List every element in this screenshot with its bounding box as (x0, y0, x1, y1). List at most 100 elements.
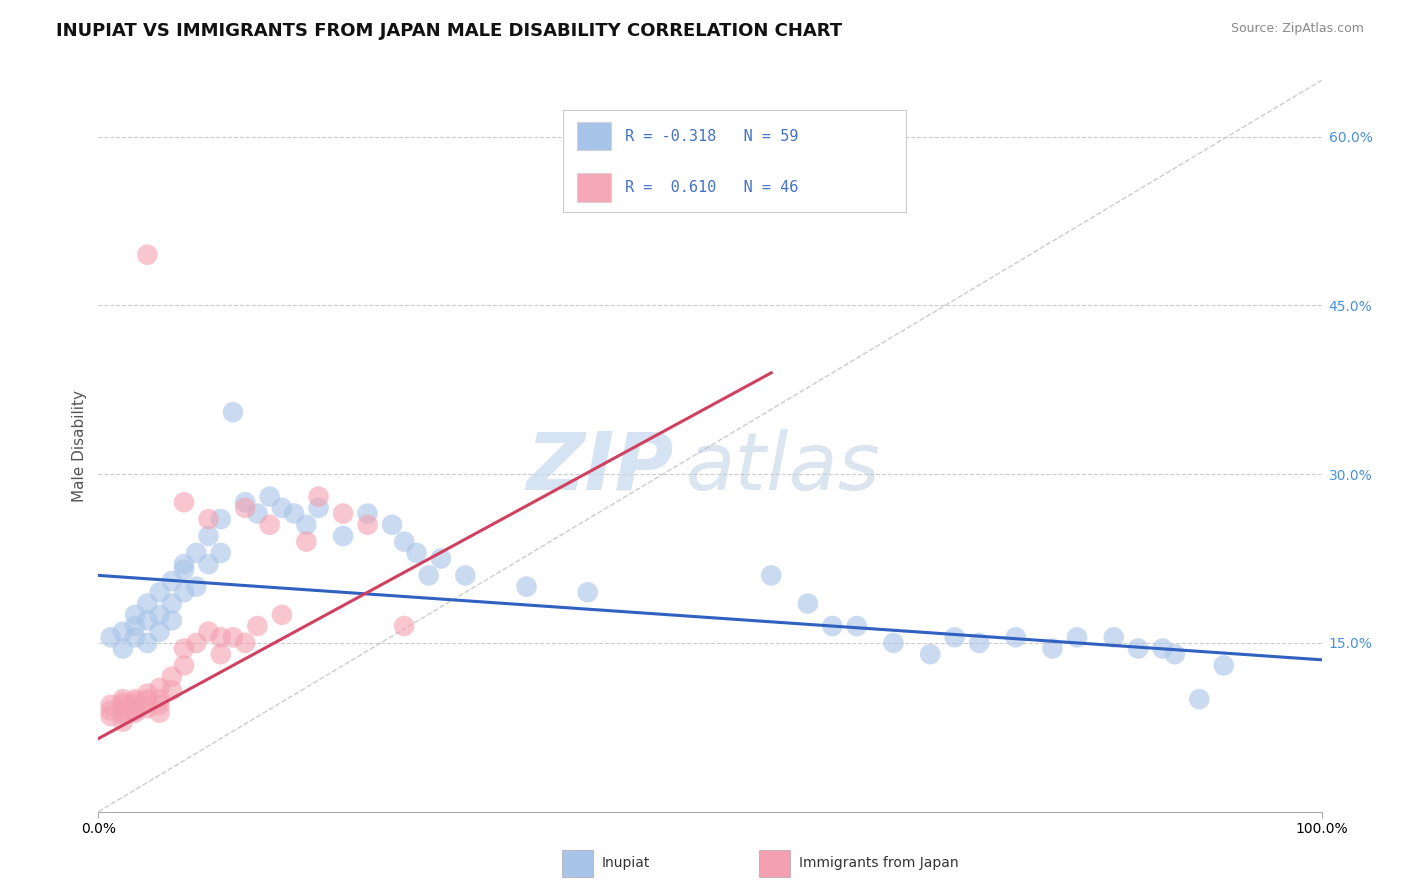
Bar (576, 122, 612, 151)
Bar (576, 173, 612, 202)
Point (186, 546, 208, 560)
Point (197, 529, 219, 543)
Point (149, 681, 172, 695)
Point (149, 706, 172, 720)
Point (270, 607, 294, 622)
Point (920, 647, 942, 661)
Point (332, 507, 354, 521)
Point (233, 636, 256, 650)
Text: INUPIAT VS IMMIGRANTS FROM JAPAN MALE DISABILITY CORRELATION CHART: INUPIAT VS IMMIGRANTS FROM JAPAN MALE DI… (56, 22, 842, 40)
Point (124, 619, 146, 633)
Point (515, 580, 537, 594)
Point (111, 701, 134, 715)
Point (233, 495, 256, 509)
Point (149, 698, 172, 712)
Point (270, 500, 294, 515)
Point (246, 619, 269, 633)
Text: Immigrants from Japan: Immigrants from Japan (799, 856, 959, 871)
Point (124, 692, 146, 706)
Point (160, 574, 183, 588)
Point (149, 624, 172, 639)
Point (136, 248, 159, 262)
Point (124, 703, 146, 717)
Point (111, 696, 134, 710)
Point (295, 517, 318, 532)
Point (259, 517, 281, 532)
Point (209, 630, 232, 644)
Point (124, 630, 146, 644)
Point (308, 490, 330, 504)
Point (100, 703, 122, 717)
Point (797, 597, 820, 611)
Point (209, 647, 232, 661)
Point (356, 507, 378, 521)
Text: R = -0.318   N = 59: R = -0.318 N = 59 (624, 128, 799, 144)
Point (149, 692, 172, 706)
Y-axis label: Male Disability: Male Disability (72, 390, 87, 502)
Point (392, 534, 416, 549)
Point (1164, 647, 1187, 661)
Point (418, 568, 440, 582)
Point (1128, 641, 1150, 656)
Point (295, 534, 318, 549)
Point (1066, 630, 1088, 644)
Point (222, 630, 245, 644)
Point (1042, 641, 1064, 656)
Point (845, 619, 868, 633)
Point (1004, 630, 1026, 644)
Point (136, 614, 159, 628)
Point (111, 624, 134, 639)
Point (124, 698, 146, 712)
Point (111, 641, 134, 656)
Point (173, 658, 195, 673)
Point (111, 692, 134, 706)
Point (197, 557, 219, 571)
Point (209, 546, 232, 560)
Text: R =  0.610   N = 46: R = 0.610 N = 46 (624, 180, 799, 194)
Point (149, 607, 172, 622)
Point (186, 636, 208, 650)
Point (124, 694, 146, 708)
Point (1212, 658, 1234, 673)
Point (111, 714, 134, 729)
Point (136, 701, 159, 715)
Point (173, 557, 195, 571)
Point (100, 709, 122, 723)
Point (259, 490, 281, 504)
Point (173, 585, 195, 599)
Point (405, 546, 427, 560)
Point (160, 597, 183, 611)
Point (100, 698, 122, 712)
Point (821, 619, 844, 633)
Point (576, 585, 599, 599)
Point (124, 706, 146, 720)
Point (111, 706, 134, 720)
Point (186, 580, 208, 594)
Point (173, 495, 195, 509)
Text: Inupiat: Inupiat (602, 856, 650, 871)
Point (136, 687, 159, 701)
Point (1102, 630, 1125, 644)
Point (124, 607, 146, 622)
Point (883, 636, 905, 650)
Point (392, 619, 416, 633)
Point (149, 585, 172, 599)
Point (943, 630, 966, 644)
Point (246, 507, 269, 521)
Point (967, 636, 990, 650)
Point (222, 405, 245, 419)
Point (111, 708, 134, 723)
Point (173, 641, 195, 656)
Point (430, 551, 453, 566)
Point (308, 500, 330, 515)
Point (160, 614, 183, 628)
Point (111, 698, 134, 712)
Point (173, 563, 195, 577)
Point (197, 512, 219, 526)
Point (124, 700, 146, 714)
Point (160, 683, 183, 698)
Point (100, 630, 122, 644)
Text: ZIP: ZIP (526, 429, 673, 507)
Point (160, 670, 183, 684)
Point (209, 512, 232, 526)
